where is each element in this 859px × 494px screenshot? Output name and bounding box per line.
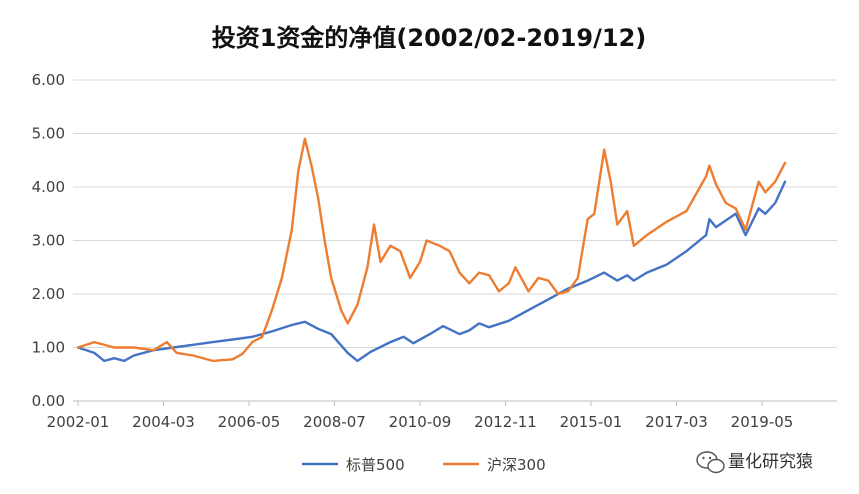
y-tick-label: 2.00 xyxy=(32,285,65,303)
x-tick-label: 2004-03 xyxy=(132,413,195,431)
legend: 标普500 沪深300 xyxy=(302,456,546,474)
watermark: 量化研究猿 xyxy=(696,451,813,474)
series-line-2 xyxy=(76,137,787,363)
wechat-icon xyxy=(696,451,725,474)
series-line-1 xyxy=(76,180,787,363)
y-tick-label: 5.00 xyxy=(32,125,65,143)
watermark-text: 量化研究猿 xyxy=(728,452,813,472)
x-tick-label: 2019-05 xyxy=(731,413,794,431)
x-tick-label: 2002-01 xyxy=(47,413,110,431)
chart-title: 投资1资金的净值(2002/02-2019/12) xyxy=(212,24,647,52)
y-tick-label: 4.00 xyxy=(32,178,65,196)
y-tick-label: 3.00 xyxy=(32,232,65,250)
x-tick-label: 2008-07 xyxy=(303,413,366,431)
x-tick-label: 2017-03 xyxy=(645,413,708,431)
legend-label: 标普500 xyxy=(346,456,405,474)
legend-item-1: 标普500 xyxy=(302,456,405,474)
legend-item-2: 沪深300 xyxy=(443,456,546,474)
x-tick-label: 2012-11 xyxy=(474,413,537,431)
series-lines xyxy=(76,137,787,363)
x-tick-label: 2010-09 xyxy=(389,413,452,431)
x-tick-label: 2015-01 xyxy=(560,413,623,431)
grid-lines xyxy=(73,79,837,348)
legend-label: 沪深300 xyxy=(487,456,546,474)
x-axis: 2002-01 2004-03 2006-05 2008-07 2010-09 2012-… xyxy=(47,401,794,431)
y-tick-label: 6.00 xyxy=(32,71,65,89)
y-tick-label: 0.00 xyxy=(32,392,65,410)
y-tick-label: 1.00 xyxy=(32,339,65,357)
x-tick-label: 2006-05 xyxy=(218,413,281,431)
y-axis: 0.00 1.00 2.00 3.00 4.00 5.00 6.00 xyxy=(32,71,65,410)
